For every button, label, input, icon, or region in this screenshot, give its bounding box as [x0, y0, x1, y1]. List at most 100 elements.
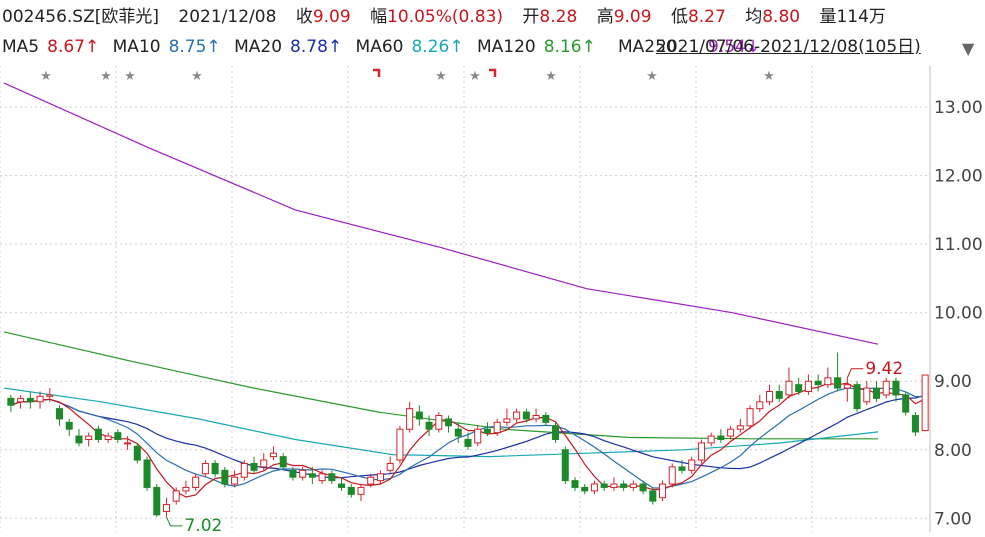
candle-up: [532, 415, 540, 420]
candle-up: [824, 377, 832, 386]
candle-down: [911, 415, 919, 433]
candle-up: [318, 473, 326, 482]
y-tick-label: 10.00: [934, 304, 983, 324]
candle-up: [756, 401, 764, 410]
candle-down: [211, 462, 219, 475]
candle-down: [7, 397, 15, 406]
ma20-line: [10, 394, 926, 479]
candle-down: [639, 483, 647, 492]
candle-up: [231, 476, 239, 485]
candle-down: [75, 435, 83, 444]
candle-up: [707, 435, 715, 444]
ma60-value: 8.26↑: [411, 37, 464, 57]
open-label: 开: [522, 7, 540, 27]
change-value: 10.05%(0.83): [387, 7, 504, 27]
ma60-line: [3, 387, 879, 458]
avg-label: 均: [745, 7, 763, 27]
star-icon: ★: [191, 69, 203, 84]
candle-down: [279, 456, 287, 468]
candle-down: [678, 466, 686, 471]
candle-down: [483, 428, 491, 434]
candle-down: [221, 469, 229, 485]
candle-down: [552, 425, 560, 440]
candle-down: [892, 380, 900, 396]
candle-up: [240, 462, 248, 478]
chart-grid: [0, 66, 931, 532]
ma250-label: MA250: [618, 37, 677, 57]
candle-down: [153, 486, 161, 516]
star-icon: ★: [763, 69, 775, 84]
candle-up: [882, 380, 890, 396]
high-annotation: 9.42: [865, 359, 903, 379]
y-tick-label: 9.00: [934, 372, 972, 392]
candle-up: [386, 462, 394, 471]
quote-date: 2021/12/08: [178, 7, 277, 27]
candle-down: [542, 415, 550, 423]
candle-up: [843, 384, 851, 389]
star-icon: ★: [545, 69, 557, 84]
avg-value: 8.80: [762, 7, 801, 27]
annotation-leader: [846, 368, 864, 379]
low-annotation: 7.02: [184, 516, 222, 536]
candle-up: [172, 490, 180, 502]
candle-up: [376, 473, 384, 482]
candle-up: [697, 442, 705, 461]
flag-icon: [489, 68, 497, 77]
candle-down: [328, 473, 336, 482]
candle-up: [513, 411, 521, 420]
candle-down: [649, 490, 657, 502]
triangle-down-icon[interactable]: ▼: [962, 39, 975, 58]
candle-down: [26, 397, 34, 403]
candle-up: [396, 428, 404, 461]
date-range[interactable]: 2021/07/06-2021/12/08(105日): [656, 36, 921, 58]
y-tick-label: 12.00: [934, 167, 983, 187]
ma60-label: MA60: [355, 37, 404, 57]
candle-up: [104, 435, 112, 440]
candle-up: [474, 428, 482, 444]
star-icon: ★: [646, 69, 658, 84]
candle-down: [114, 432, 122, 440]
candle-down: [522, 411, 530, 420]
date-range-text: 2021/07/06-2021/12/08(105日): [656, 37, 921, 57]
event-markers: ★ ★ ★ ★ ★ ★ ★ ★ ★: [40, 68, 775, 84]
candle-up: [260, 459, 268, 468]
candle-up: [688, 459, 696, 471]
candle-up: [629, 483, 637, 488]
candle-up: [493, 421, 501, 434]
low-value: 8.27: [687, 7, 726, 27]
candle-up: [201, 462, 209, 475]
flag-icon: [373, 68, 381, 77]
candle-up: [766, 391, 774, 403]
candle-down: [289, 469, 297, 478]
candle-down: [717, 435, 725, 440]
candle-up: [590, 483, 598, 492]
candle-up: [863, 387, 871, 403]
candle-down: [347, 486, 355, 495]
candle-up: [367, 476, 375, 485]
candle-down: [571, 480, 579, 488]
candle-up: [36, 395, 44, 403]
ma10-label: MA10: [112, 37, 161, 57]
candle-down: [464, 438, 472, 447]
candle-down: [795, 384, 803, 393]
candle-up: [85, 435, 93, 440]
candle-down: [853, 384, 861, 410]
candle-down: [65, 421, 73, 430]
candlesticks: [7, 352, 929, 517]
ma20-label: MA20: [234, 37, 283, 57]
y-tick-label: 13.00: [934, 98, 983, 118]
stock-code: 002456.SZ[欧菲光]: [2, 7, 160, 27]
candle-up: [46, 394, 54, 397]
candle-up: [182, 486, 190, 492]
candle-down: [872, 387, 881, 399]
price-annotations: 9.42 7.02: [166, 359, 903, 536]
ma120-label: MA120: [477, 37, 536, 57]
candle-up: [435, 415, 443, 430]
low-label: 低: [670, 7, 688, 27]
quote-header: 002456.SZ[欧菲光] 2021/12/08 收9.09 幅10.05%(…: [2, 6, 886, 28]
ma5-line: [10, 382, 926, 498]
candle-down: [133, 445, 141, 461]
candle-up: [921, 374, 929, 432]
star-icon: ★: [100, 69, 112, 84]
